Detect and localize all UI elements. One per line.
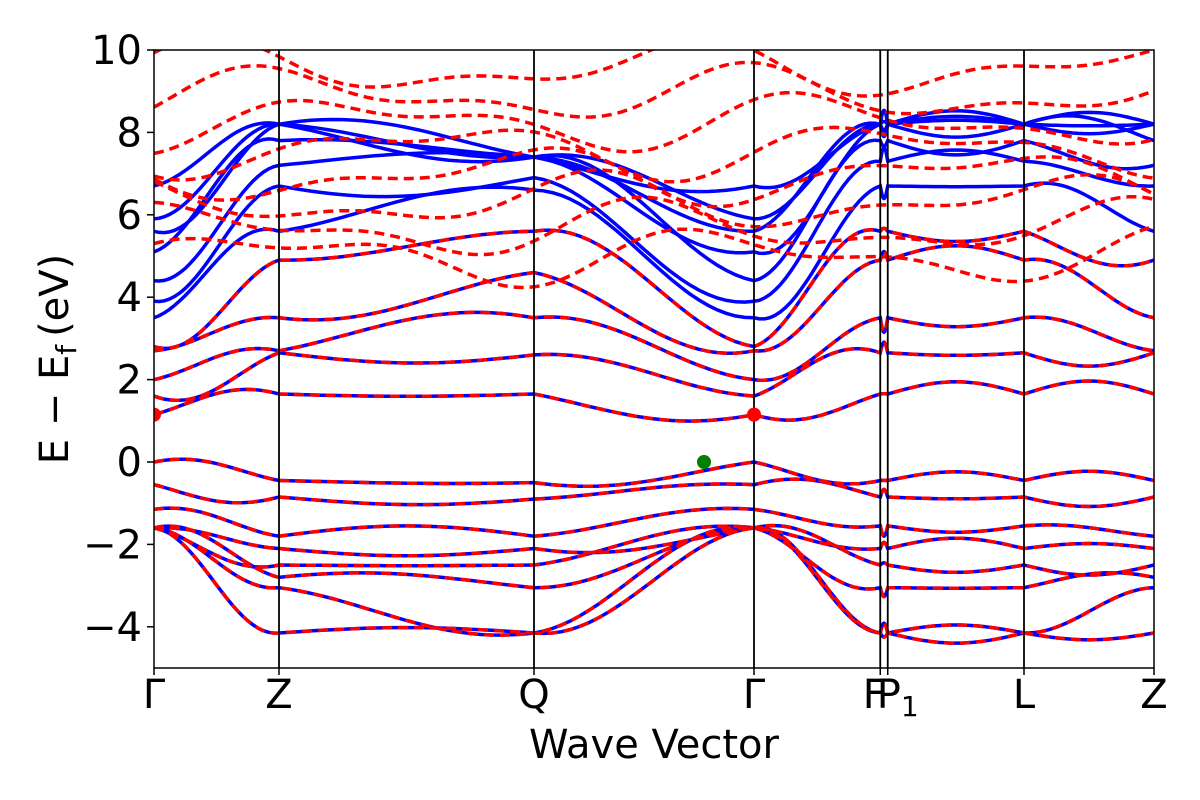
y-axis-title-subscript: f — [50, 344, 83, 355]
cbm-marker — [154, 407, 161, 422]
band-line — [154, 226, 1154, 351]
y-axis-ticks: −4 −2 0 2 4 6 8 10 — [83, 28, 154, 651]
x-axis-title: Wave Vector — [529, 722, 780, 768]
band-line — [154, 181, 1154, 321]
band-line — [154, 457, 1154, 489]
band-line — [154, 243, 1154, 355]
band-line — [154, 146, 1154, 209]
band-edge-markers — [154, 407, 761, 469]
band-line — [154, 125, 1154, 184]
y-axis-title-main: E − E — [32, 355, 78, 465]
x-tick-label: Z — [265, 672, 292, 718]
plot-frame — [153, 49, 1155, 669]
x-tick-label: Q — [518, 672, 549, 718]
x-tick-label: Γ — [143, 672, 166, 718]
band-line — [154, 526, 1154, 637]
band-line — [154, 224, 1154, 290]
band-line — [154, 109, 1154, 194]
band-line — [154, 114, 1154, 256]
band-line — [154, 195, 1154, 257]
x-tick-label: F — [863, 672, 886, 718]
band-line — [154, 506, 1154, 538]
band-line — [154, 524, 1154, 599]
band-line — [154, 310, 1154, 383]
x-tick-label: P1 — [877, 672, 919, 723]
x-tick-label: Z — [1140, 672, 1167, 718]
x-tick-label: L — [1013, 672, 1036, 718]
band-line — [154, 145, 1154, 304]
band-line — [154, 50, 1154, 98]
band-line — [154, 523, 1154, 577]
band-line — [154, 477, 1154, 509]
band-line — [154, 525, 1154, 645]
x-tick-label: Γ — [743, 672, 766, 718]
vbm-marker — [697, 455, 711, 469]
high-symmetry-lines — [278, 50, 1025, 668]
y-tick-label: 6 — [117, 193, 142, 239]
band-line — [154, 90, 1154, 156]
y-tick-label: 8 — [117, 110, 142, 156]
y-tick-label: 4 — [117, 275, 142, 321]
band-line — [154, 379, 1154, 423]
cbm-marker — [747, 407, 761, 422]
y-tick-label: −2 — [83, 522, 142, 568]
y-tick-label: −4 — [83, 605, 142, 651]
y-tick-label: 10 — [91, 28, 142, 74]
y-axis-title-unit: (eV) — [32, 254, 78, 337]
band-line — [154, 525, 1154, 558]
y-axis-title: E − Ef (eV) — [32, 254, 83, 465]
band-line — [154, 60, 1154, 119]
band-line — [154, 117, 1154, 221]
x-axis-ticks: Γ Z Q Γ FP1 L Z — [143, 668, 1168, 723]
band-line — [154, 340, 1154, 403]
wannier-bands-series — [154, 50, 1154, 645]
y-tick-label: 2 — [117, 358, 142, 404]
y-tick-label: 0 — [117, 440, 142, 486]
